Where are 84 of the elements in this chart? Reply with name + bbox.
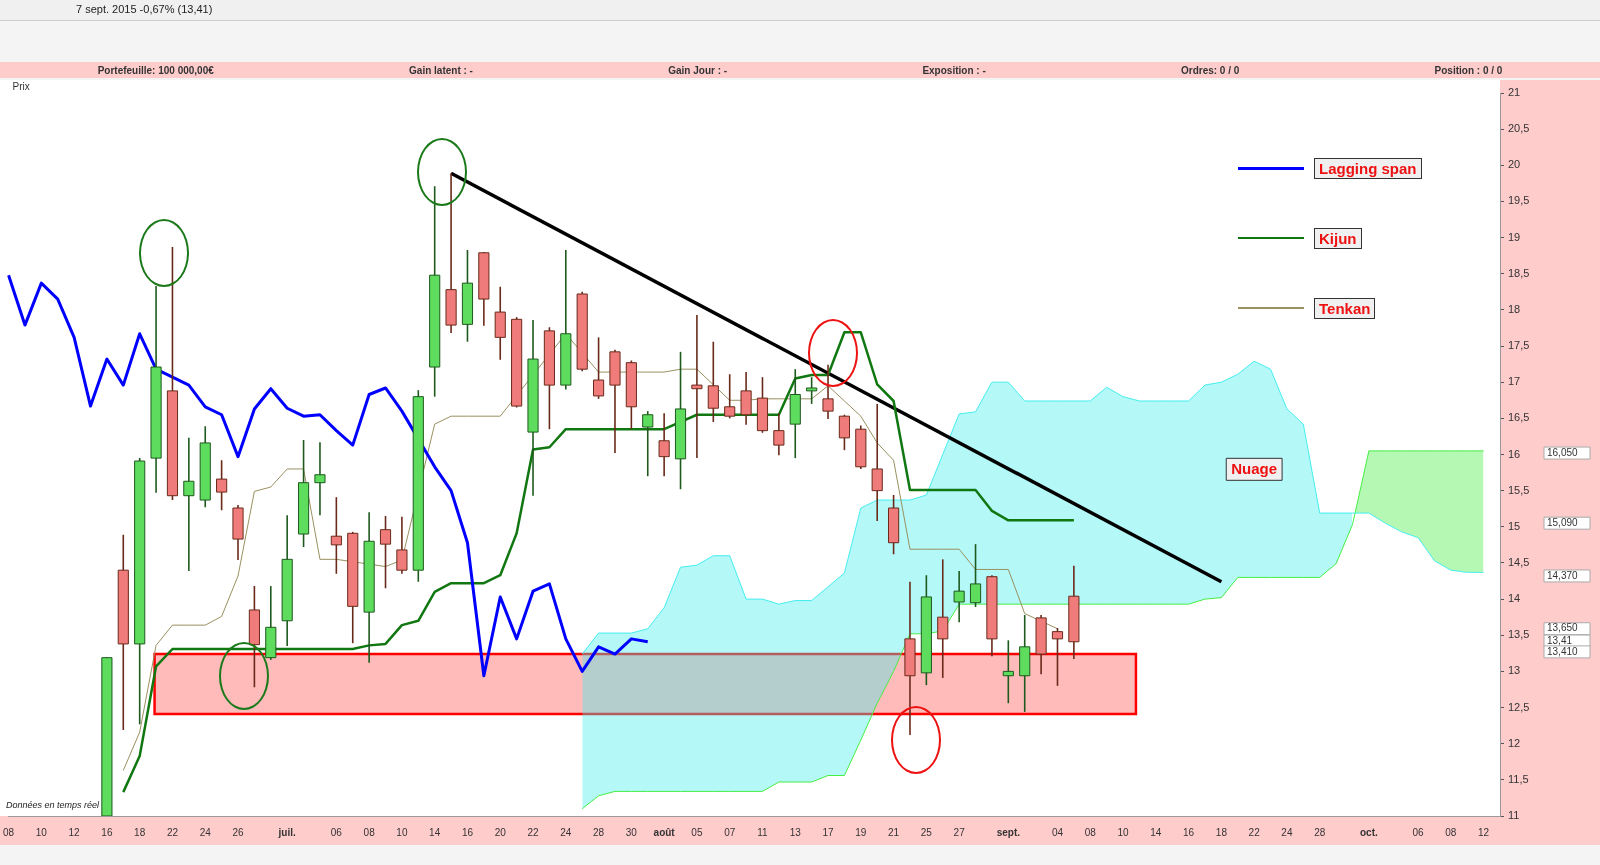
y-tick-label: 21 [1508, 86, 1521, 99]
text: 13,650 [1547, 622, 1579, 634]
y-tick-label: 18,5 [1508, 266, 1530, 279]
x-tick-label: 24 [560, 826, 572, 838]
y-tick-label: 14,5 [1508, 555, 1530, 568]
text: Gain latent : - [409, 64, 473, 76]
text: 14,370 [1547, 569, 1579, 581]
x-tick-label: 12 [68, 826, 81, 838]
x-tick-label: 14 [1150, 826, 1162, 838]
x-tick-label: 13 [789, 826, 802, 838]
x-tick-label: 08 [3, 826, 15, 838]
y-tick-label: 19 [1508, 230, 1521, 243]
text: 13,410 [1547, 645, 1579, 657]
x-tick-label: 24 [199, 826, 212, 838]
x-tick-label: 17 [822, 826, 835, 838]
x-tick-label: août [653, 826, 676, 838]
x-tick-label: 22 [1248, 826, 1261, 838]
x-tick-label: 19 [855, 826, 867, 838]
y-tick-label: 15 [1508, 519, 1521, 532]
x-tick-label: 28 [593, 826, 605, 838]
y-tick-label: 12 [1508, 736, 1521, 749]
x-tick-label: 18 [1215, 826, 1228, 838]
series-label: Nuage [1231, 460, 1278, 478]
y-tick-label: 15,5 [1508, 483, 1530, 496]
x-tick-label: juil. [277, 826, 297, 838]
y-axis-title: Prix [12, 80, 30, 92]
y-tick-label: 13 [1508, 664, 1521, 677]
x-tick-label: 16 [101, 826, 113, 838]
x-tick-label: 06 [330, 826, 343, 838]
x-tick-label: 22 [527, 826, 540, 838]
x-tick-label: 08 [363, 826, 376, 838]
y-tick-label: 20 [1508, 158, 1521, 171]
text: Exposition : - [922, 64, 986, 76]
x-tick-label: 12 [1478, 826, 1490, 838]
x-tick-label: 10 [396, 826, 408, 838]
x-tick-label: 08 [1445, 826, 1457, 838]
y-tick-label: 18 [1508, 302, 1521, 315]
legend-label: Tenkan [1314, 297, 1376, 319]
legend-label: Lagging span [1314, 157, 1422, 179]
x-tick-label: 26 [232, 826, 245, 838]
x-tick-label: 06 [1412, 826, 1425, 838]
text: Ordres: 0 / 0 [1180, 64, 1240, 76]
x-tick-label: 05 [691, 826, 703, 838]
x-tick-label: 07 [724, 826, 736, 838]
x-tick-label: 22 [166, 826, 179, 838]
x-tick-label: 24 [1281, 826, 1293, 838]
text: 16,050 [1547, 446, 1579, 458]
x-tick-label: 18 [134, 826, 146, 838]
x-tick-label: 16 [461, 826, 474, 838]
y-tick-label: 11 [1508, 809, 1520, 822]
text: 15,090 [1547, 516, 1579, 528]
y-tick-label: 17 [1508, 375, 1521, 388]
x-tick-label: 28 [1314, 826, 1326, 838]
legend-label: Kijun [1314, 227, 1362, 249]
candlestick [822, 364, 834, 420]
x-tick-label: 16 [1183, 826, 1195, 838]
x-tick-label: sept. [996, 826, 1021, 838]
annotation: Données en temps réel [6, 800, 100, 810]
y-tick-label: 19,5 [1508, 194, 1530, 207]
x-tick-label: 20 [494, 826, 507, 838]
y-tick-label: 14 [1508, 592, 1521, 605]
x-tick-label: 30 [625, 826, 638, 838]
y-tick-label: 16 [1508, 447, 1521, 460]
text: Position : 0 / 0 [1434, 64, 1503, 76]
x-tick-label: 21 [888, 826, 900, 838]
y-tick-label: 20,5 [1508, 122, 1530, 135]
y-tick-label: 13,5 [1508, 628, 1530, 641]
y-tick-label: 12,5 [1508, 700, 1530, 713]
x-tick-label: 08 [1084, 826, 1097, 838]
text: Gain Jour : - [668, 64, 728, 76]
y-tick-label: 17,5 [1508, 339, 1530, 352]
y-tick-label: 11,5 [1508, 772, 1529, 785]
text: Portefeuille: 100 000,00€ [97, 64, 214, 76]
x-tick-label: 25 [920, 826, 933, 838]
x-tick-label: oct. [1359, 826, 1378, 838]
x-tick-label: 10 [1117, 826, 1130, 838]
chart-title: 7 sept. 2015 -0,67% (13,41) [76, 3, 213, 15]
text: 13,41 [1547, 634, 1573, 646]
x-tick-label: 11 [757, 826, 769, 838]
x-tick-label: 04 [1051, 826, 1064, 838]
x-tick-label: 10 [35, 826, 48, 838]
x-tick-label: 14 [429, 826, 441, 838]
y-tick-label: 16,5 [1508, 411, 1530, 424]
x-tick-label: 27 [953, 826, 966, 838]
